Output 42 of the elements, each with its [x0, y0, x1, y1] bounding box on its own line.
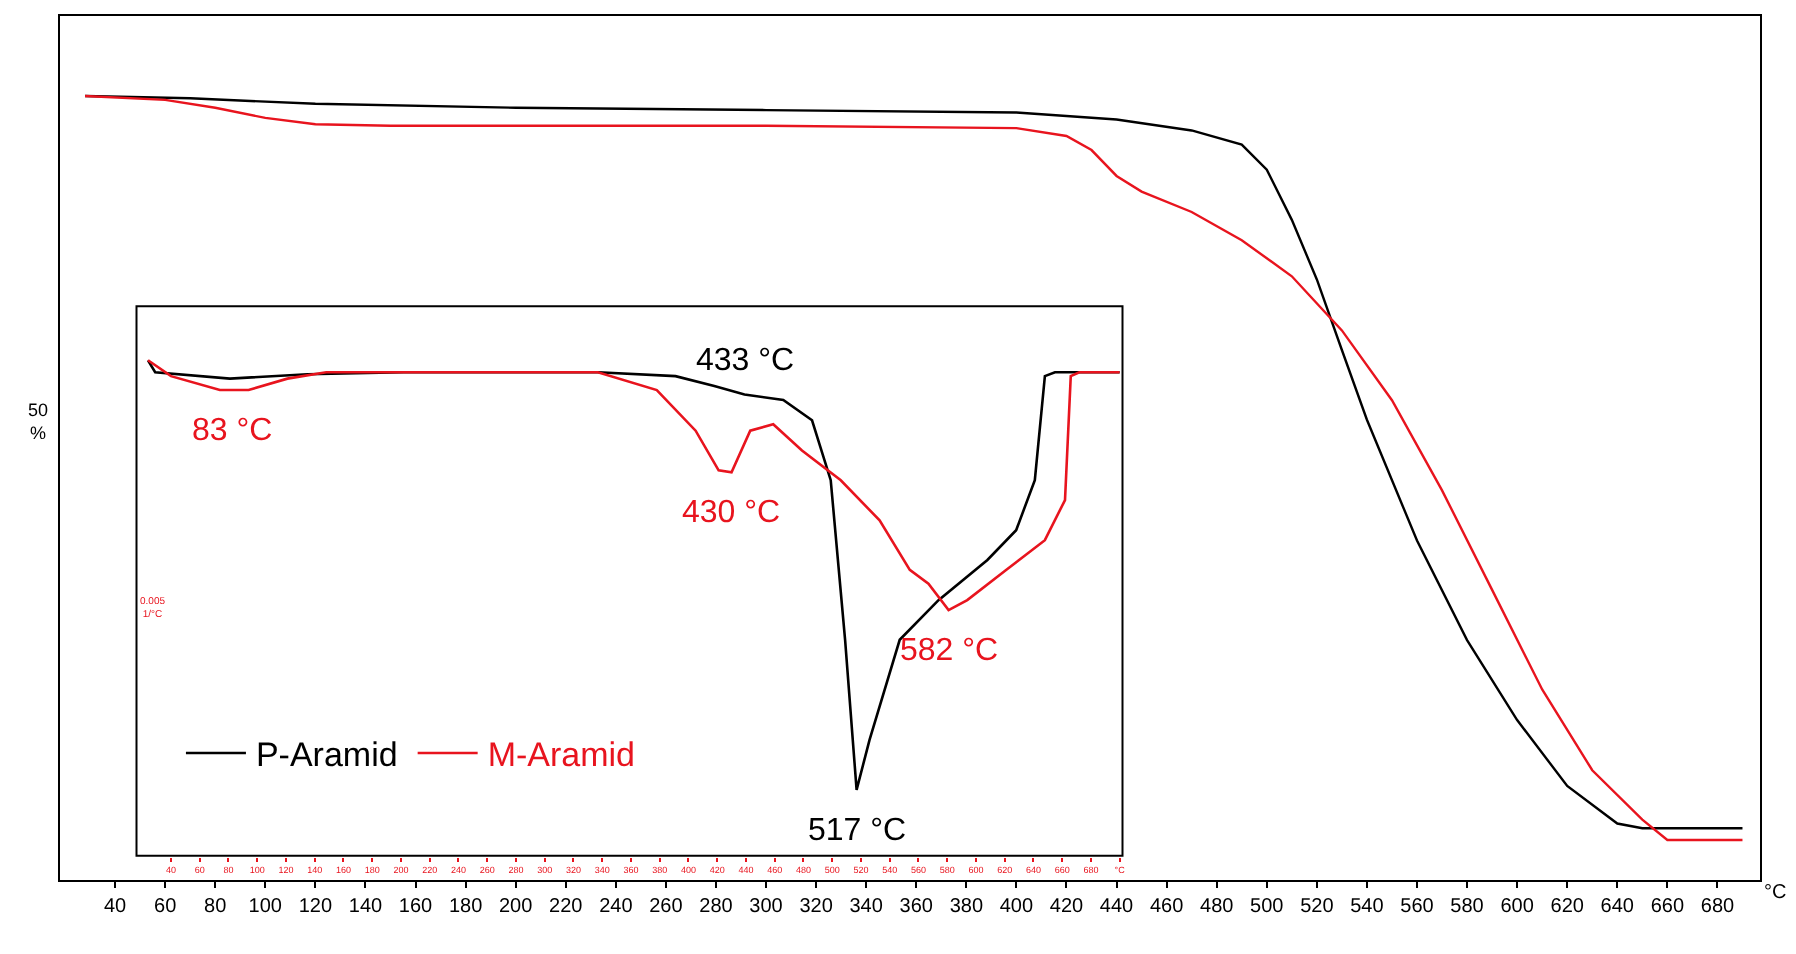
x-tick-label: 60: [154, 896, 178, 918]
legend-label: P-Aramid: [255, 736, 398, 775]
annotation: 433 °C: [696, 344, 795, 378]
x-tick-label: 200: [498, 896, 534, 918]
x-tick-label: 680: [1700, 896, 1735, 918]
x-tick-label: 420: [1049, 896, 1085, 918]
x-tick-label: 540: [1350, 896, 1385, 918]
legend-label: M-Aramid: [487, 736, 635, 775]
x-tick-label: 640: [1600, 896, 1635, 918]
x-tick-label: 380: [949, 896, 984, 918]
x-tick-label: 120: [298, 896, 333, 918]
x-tick-label: 480: [1200, 896, 1235, 918]
x-tick-label: 520: [1300, 896, 1335, 918]
x-tick-label: 620: [1550, 896, 1585, 918]
x-tick-label: 260: [649, 896, 684, 918]
annotation: 517 °C: [808, 814, 907, 848]
x-tick-label: 240: [599, 896, 634, 918]
x-tick-label: 660: [1650, 896, 1685, 918]
x-tick-label: 460: [1149, 896, 1185, 918]
x-tick-label: 40: [103, 896, 128, 918]
x-tick-label: 140: [348, 896, 383, 918]
x-tick-label: 80: [204, 896, 228, 918]
annotation: 582 °C: [900, 634, 999, 668]
x-tick-label: 300: [749, 896, 784, 918]
x-tick-label: 180: [448, 896, 484, 918]
x-tick-label: 320: [799, 896, 834, 918]
annotation: 430 °C: [682, 496, 781, 530]
x-tick-label: 560: [1400, 896, 1435, 918]
x-tick-label: 400: [999, 896, 1034, 918]
text: 50 %: [28, 400, 49, 444]
x-tick-label: 160: [398, 896, 434, 918]
x-tick-label: 340: [849, 896, 884, 918]
x-tick-label: 600: [1500, 896, 1535, 918]
x-tick-label: 220: [549, 896, 584, 918]
x-tick-label: 280: [699, 896, 734, 918]
annotation: 83 °C: [192, 414, 273, 448]
x-tick-label: 440: [1099, 896, 1135, 918]
x-tick-label: 580: [1450, 896, 1485, 918]
x-tick-label: 500: [1250, 896, 1285, 918]
x-tick-label: 360: [899, 896, 934, 918]
x-tick-label: 100: [248, 896, 283, 918]
x-axis-title: °C: [1764, 882, 1787, 904]
